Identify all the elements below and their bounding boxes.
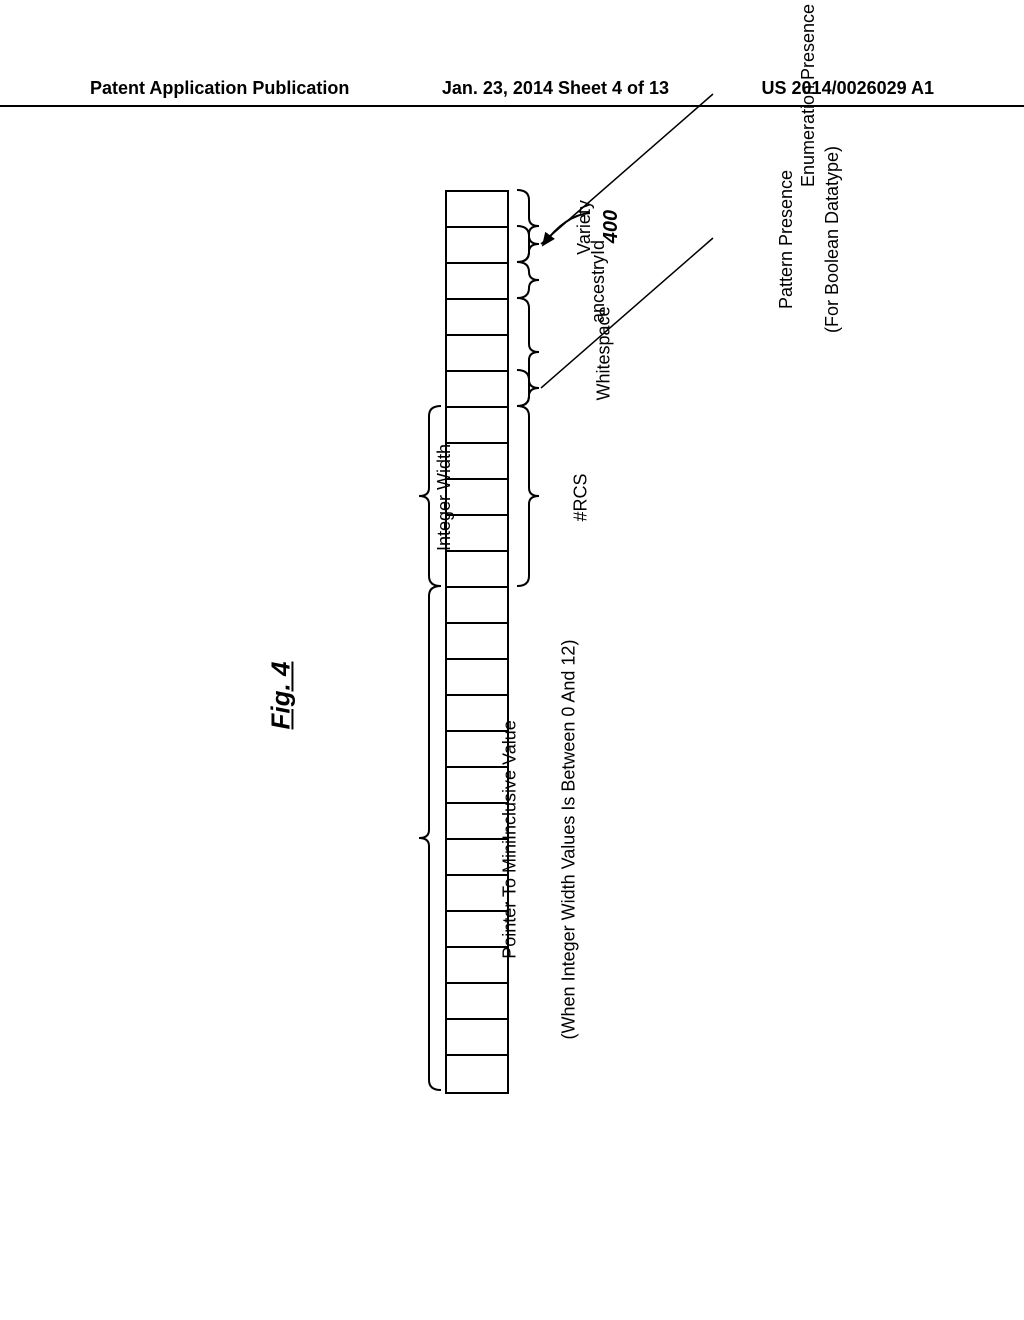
figure-400: 400 #RCSWhitespaceancestryIdVariety Poin… [135,190,888,1140]
pointer-brace [135,190,895,1140]
header-right: US 2014/0026029 A1 [762,78,934,99]
header-left: Patent Application Publication [90,78,349,99]
page: Patent Application Publication Jan. 23, … [0,0,1024,1320]
header-center: Jan. 23, 2014 Sheet 4 of 13 [442,78,669,99]
figure-caption: Fig. 4 [265,662,296,730]
page-header: Patent Application Publication Jan. 23, … [0,78,1024,107]
pointer-label: Enumeration Presence [798,4,819,187]
